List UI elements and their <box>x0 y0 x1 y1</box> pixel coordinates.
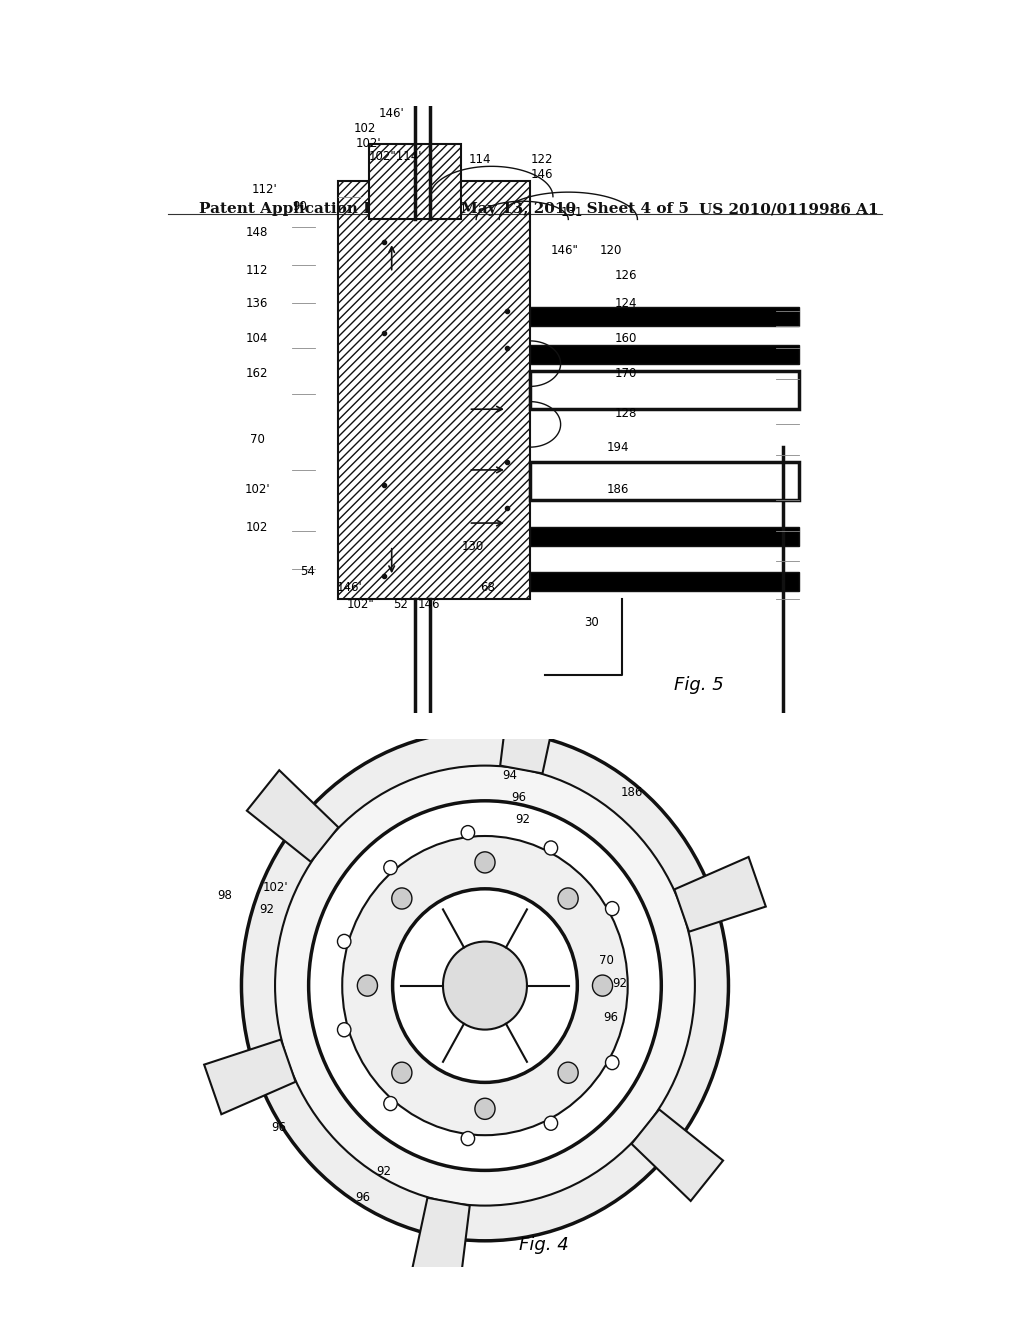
Text: 146: 146 <box>530 168 553 181</box>
Text: Fig. 4: Fig. 4 <box>519 1236 568 1254</box>
Text: 92: 92 <box>515 813 530 826</box>
Text: 112': 112' <box>252 183 278 195</box>
Circle shape <box>475 851 495 873</box>
Text: 128: 128 <box>614 407 637 420</box>
Text: 146": 146" <box>551 244 579 256</box>
Circle shape <box>475 1098 495 1119</box>
Circle shape <box>558 888 579 909</box>
Text: 186: 186 <box>621 787 643 800</box>
Ellipse shape <box>242 730 728 1241</box>
Bar <box>369 144 461 219</box>
Text: 124: 124 <box>614 297 637 310</box>
Text: Patent Application Publication: Patent Application Publication <box>200 202 462 216</box>
Bar <box>530 371 799 409</box>
Polygon shape <box>675 857 766 932</box>
Text: 120: 120 <box>599 244 622 256</box>
Polygon shape <box>500 682 560 774</box>
Text: 92: 92 <box>377 1164 392 1177</box>
Text: 148: 148 <box>246 226 268 239</box>
Text: 136: 136 <box>246 297 268 310</box>
Ellipse shape <box>443 941 527 1030</box>
Text: 186: 186 <box>607 483 630 496</box>
Circle shape <box>544 1117 558 1130</box>
Text: 194: 194 <box>607 441 630 454</box>
Text: 102"114': 102"114' <box>369 150 422 164</box>
Circle shape <box>338 1023 351 1036</box>
Text: 30: 30 <box>584 615 599 628</box>
Text: 102': 102' <box>355 137 382 150</box>
Ellipse shape <box>275 766 695 1205</box>
Text: 126: 126 <box>614 269 637 281</box>
Text: 92: 92 <box>259 903 274 916</box>
Text: 102": 102" <box>347 598 375 611</box>
Text: 130: 130 <box>461 540 483 553</box>
Text: 160: 160 <box>614 333 637 346</box>
Circle shape <box>384 1097 397 1110</box>
Polygon shape <box>247 771 338 862</box>
Text: 162: 162 <box>246 367 268 380</box>
Text: 146: 146 <box>418 598 439 611</box>
Text: 146': 146' <box>379 107 404 120</box>
Text: 70: 70 <box>250 433 265 446</box>
Circle shape <box>384 861 397 875</box>
Circle shape <box>461 1131 475 1146</box>
Text: May 13, 2010  Sheet 4 of 5: May 13, 2010 Sheet 4 of 5 <box>461 202 689 216</box>
Text: 96: 96 <box>355 1191 371 1204</box>
Text: 54: 54 <box>300 565 314 578</box>
Circle shape <box>593 975 612 997</box>
Text: 96: 96 <box>511 791 526 804</box>
Bar <box>530 306 799 326</box>
Circle shape <box>605 902 618 916</box>
Circle shape <box>544 841 558 855</box>
Bar <box>530 462 799 500</box>
Bar <box>338 181 530 599</box>
Bar <box>530 345 799 363</box>
Text: 90: 90 <box>292 201 307 214</box>
Text: 68: 68 <box>480 581 496 594</box>
Circle shape <box>558 1063 579 1084</box>
Bar <box>530 527 799 546</box>
Text: 52: 52 <box>393 598 409 611</box>
Bar <box>530 573 799 591</box>
Circle shape <box>338 935 351 949</box>
Text: 114: 114 <box>469 153 492 165</box>
Text: 102': 102' <box>245 483 270 496</box>
Ellipse shape <box>308 801 662 1171</box>
Text: US 2010/0119986 A1: US 2010/0119986 A1 <box>699 202 879 216</box>
Text: 112: 112 <box>246 264 268 277</box>
Text: 104: 104 <box>246 333 268 346</box>
Text: 96: 96 <box>271 1121 287 1134</box>
Circle shape <box>392 1063 412 1084</box>
Ellipse shape <box>342 836 628 1135</box>
Text: 70: 70 <box>599 953 614 966</box>
Polygon shape <box>204 1040 296 1114</box>
Text: 102: 102 <box>246 520 268 533</box>
Text: 170: 170 <box>614 367 637 380</box>
Circle shape <box>605 1056 618 1069</box>
Polygon shape <box>632 1109 723 1201</box>
Text: 96: 96 <box>603 1011 618 1024</box>
Text: 102': 102' <box>262 880 288 894</box>
Text: 92: 92 <box>611 977 627 990</box>
Text: 131: 131 <box>561 206 584 219</box>
Text: 122: 122 <box>530 153 553 165</box>
Circle shape <box>392 888 412 909</box>
Text: Fig. 5: Fig. 5 <box>674 676 724 694</box>
Text: 146': 146' <box>337 581 362 594</box>
Circle shape <box>461 825 475 840</box>
Ellipse shape <box>392 888 578 1082</box>
Text: 102: 102 <box>353 123 376 135</box>
Circle shape <box>357 975 378 997</box>
Polygon shape <box>410 1197 470 1290</box>
Text: 98: 98 <box>217 890 232 903</box>
Text: 94: 94 <box>503 768 518 781</box>
